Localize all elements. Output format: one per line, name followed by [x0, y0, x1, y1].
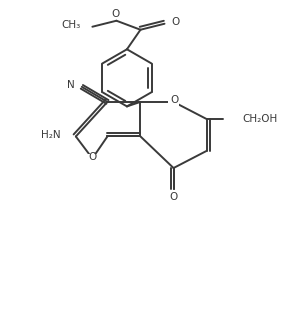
Text: O: O	[112, 9, 120, 19]
FancyBboxPatch shape	[87, 154, 98, 163]
Text: O: O	[171, 17, 179, 27]
Text: CH₃: CH₃	[62, 20, 81, 30]
Text: H₂N: H₂N	[41, 130, 61, 140]
FancyBboxPatch shape	[168, 98, 179, 106]
Text: N: N	[67, 80, 75, 90]
Text: O: O	[89, 152, 97, 162]
Text: O: O	[169, 192, 178, 203]
Text: CH₂OH: CH₂OH	[243, 114, 278, 124]
Text: O: O	[170, 95, 178, 106]
